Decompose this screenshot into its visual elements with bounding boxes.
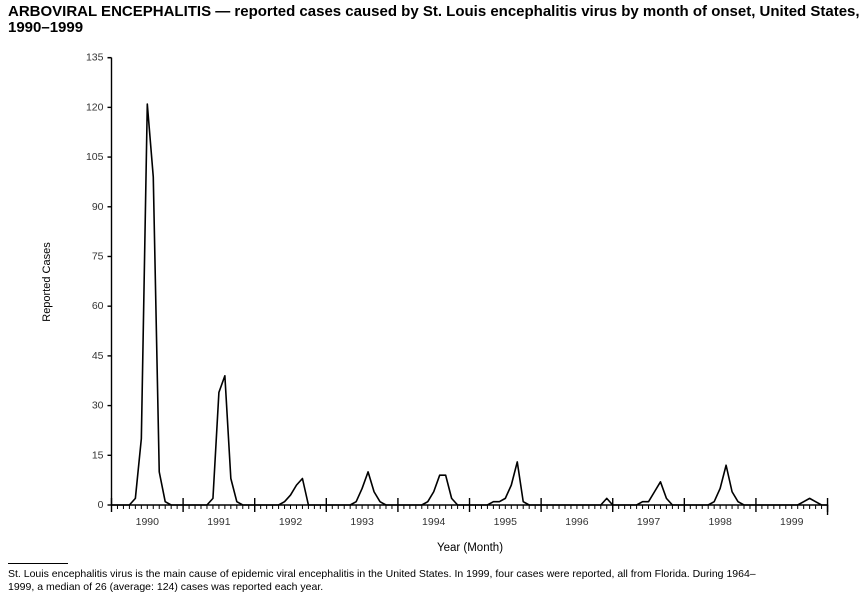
svg-text:1998: 1998 (708, 516, 732, 528)
svg-text:1990: 1990 (136, 516, 160, 528)
svg-text:45: 45 (92, 350, 104, 362)
svg-text:105: 105 (86, 151, 104, 163)
svg-text:120: 120 (86, 101, 104, 113)
svg-text:1994: 1994 (422, 516, 446, 528)
svg-text:1995: 1995 (494, 516, 518, 528)
svg-text:1993: 1993 (350, 516, 374, 528)
svg-text:1992: 1992 (279, 516, 303, 528)
svg-text:90: 90 (92, 201, 104, 213)
svg-text:1991: 1991 (207, 516, 231, 528)
svg-text:30: 30 (92, 400, 104, 412)
svg-text:60: 60 (92, 300, 104, 312)
svg-text:75: 75 (92, 250, 104, 262)
svg-text:1996: 1996 (565, 516, 589, 528)
svg-text:1997: 1997 (637, 516, 661, 528)
svg-text:0: 0 (98, 499, 104, 511)
svg-text:135: 135 (86, 52, 104, 64)
svg-text:15: 15 (92, 449, 104, 461)
svg-text:1999: 1999 (780, 516, 804, 528)
